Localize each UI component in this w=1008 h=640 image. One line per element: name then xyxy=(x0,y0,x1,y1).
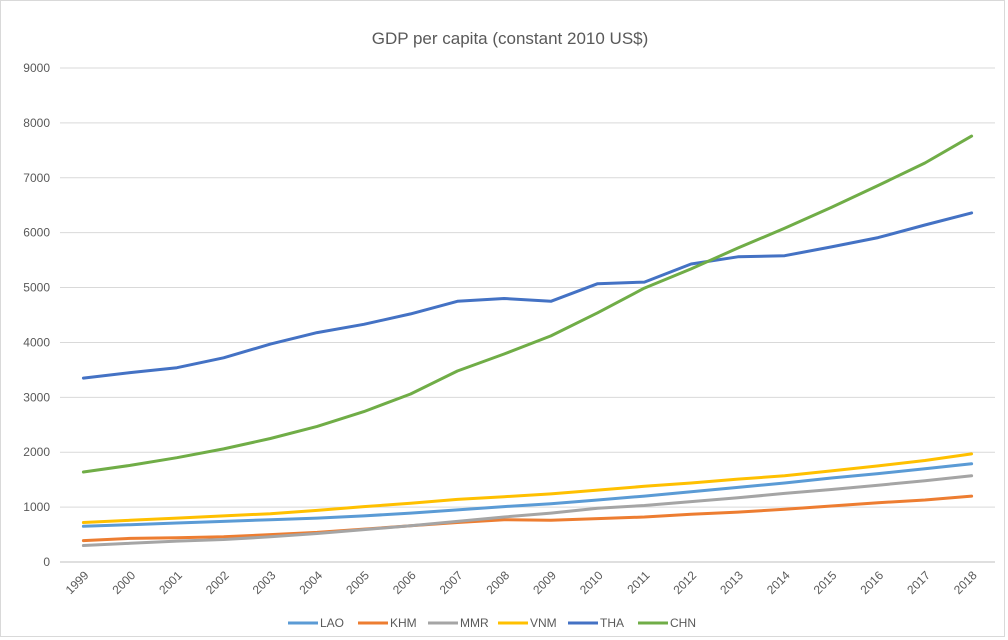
x-axis-ticks: 1999 2000 2001 2002 2003 2004 2005 2006 2007 2008… xyxy=(63,568,980,597)
chart-title: GDP per capita (constant 2010 US$) xyxy=(372,29,649,48)
series-line-chn xyxy=(81,134,974,474)
x-tick-label: 2008 xyxy=(483,568,512,597)
series-line-tha xyxy=(81,211,974,380)
x-tick-label: 2007 xyxy=(437,568,466,597)
y-tick-label: 9000 xyxy=(23,61,50,75)
x-tick-label: 2000 xyxy=(109,568,138,597)
legend: LAO KHM MMR VNM THA CHN xyxy=(288,616,696,630)
x-tick-label: 2010 xyxy=(577,568,606,597)
x-tick-label: 2016 xyxy=(857,568,886,597)
y-tick-label: 6000 xyxy=(23,226,50,240)
y-tick-label: 0 xyxy=(43,555,50,569)
y-tick-label: 5000 xyxy=(23,281,50,295)
legend-label-chn: CHN xyxy=(670,616,696,630)
legend-label-mmr: MMR xyxy=(460,616,489,630)
x-tick-label: 2004 xyxy=(296,568,325,597)
legend-label-tha: THA xyxy=(600,616,624,630)
x-tick-label: 2001 xyxy=(156,568,185,597)
x-tick-label: 2009 xyxy=(530,568,559,597)
x-tick-label: 2015 xyxy=(811,568,840,597)
x-tick-label: 2003 xyxy=(250,568,279,597)
x-tick-label: 2011 xyxy=(624,568,652,596)
y-tick-label: 1000 xyxy=(23,500,50,514)
x-tick-label: 2006 xyxy=(390,568,419,597)
x-tick-label: 2013 xyxy=(717,568,746,597)
grid-layer xyxy=(60,67,995,563)
x-tick-label: 2002 xyxy=(203,568,232,597)
y-tick-label: 8000 xyxy=(23,116,50,130)
x-tick-label: 1999 xyxy=(63,568,92,597)
x-tick-label: 2005 xyxy=(343,568,372,597)
series-layer xyxy=(81,134,974,547)
y-tick-label: 3000 xyxy=(23,390,50,404)
series-line-mmr xyxy=(81,474,974,547)
x-tick-label: 2014 xyxy=(764,568,793,597)
y-tick-label: 7000 xyxy=(23,171,50,185)
legend-label-khm: KHM xyxy=(390,616,417,630)
legend-label-vnm: VNM xyxy=(530,616,557,630)
series-line-lao xyxy=(81,462,974,528)
y-axis-ticks: 0 1000 2000 3000 4000 5000 6000 7000 8000 9000 xyxy=(23,61,50,569)
y-tick-label: 4000 xyxy=(23,335,50,349)
series-line-vnm xyxy=(81,452,974,524)
x-tick-label: 2018 xyxy=(951,568,980,597)
series-line-khm xyxy=(81,494,974,543)
x-tick-label: 2017 xyxy=(904,568,933,597)
x-tick-label: 2012 xyxy=(670,568,699,597)
y-tick-label: 2000 xyxy=(23,445,50,459)
legend-label-lao: LAO xyxy=(320,616,344,630)
